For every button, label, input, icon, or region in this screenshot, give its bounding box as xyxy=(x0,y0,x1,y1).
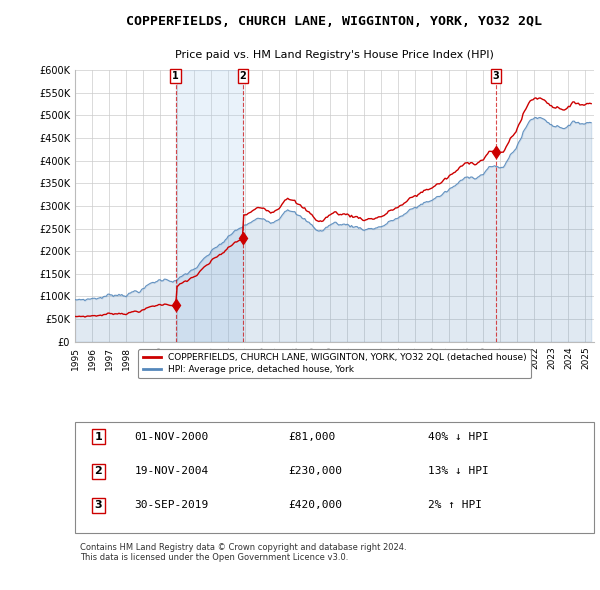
Text: £230,000: £230,000 xyxy=(288,466,342,476)
Text: 1: 1 xyxy=(172,71,179,81)
Bar xyxy=(176,70,243,342)
Text: 13% ↓ HPI: 13% ↓ HPI xyxy=(428,466,488,476)
Text: 1: 1 xyxy=(94,432,102,442)
Text: COPPERFIELDS, CHURCH LANE, WIGGINTON, YORK, YO32 2QL: COPPERFIELDS, CHURCH LANE, WIGGINTON, YO… xyxy=(127,15,542,28)
Text: 2: 2 xyxy=(239,71,247,81)
Text: Price paid vs. HM Land Registry's House Price Index (HPI): Price paid vs. HM Land Registry's House … xyxy=(175,50,494,60)
Text: 19-NOV-2004: 19-NOV-2004 xyxy=(134,466,209,476)
Legend: COPPERFIELDS, CHURCH LANE, WIGGINTON, YORK, YO32 2QL (detached house), HPI: Aver: COPPERFIELDS, CHURCH LANE, WIGGINTON, YO… xyxy=(138,349,531,379)
Text: 2: 2 xyxy=(94,466,102,476)
Text: 40% ↓ HPI: 40% ↓ HPI xyxy=(428,432,488,442)
FancyBboxPatch shape xyxy=(75,422,594,533)
Text: 01-NOV-2000: 01-NOV-2000 xyxy=(134,432,209,442)
Text: £420,000: £420,000 xyxy=(288,500,342,510)
Text: 3: 3 xyxy=(493,71,500,81)
Text: Contains HM Land Registry data © Crown copyright and database right 2024.
This d: Contains HM Land Registry data © Crown c… xyxy=(80,543,407,562)
Text: £81,000: £81,000 xyxy=(288,432,335,442)
Text: 30-SEP-2019: 30-SEP-2019 xyxy=(134,500,209,510)
Text: 3: 3 xyxy=(95,500,102,510)
Text: 2% ↑ HPI: 2% ↑ HPI xyxy=(428,500,482,510)
